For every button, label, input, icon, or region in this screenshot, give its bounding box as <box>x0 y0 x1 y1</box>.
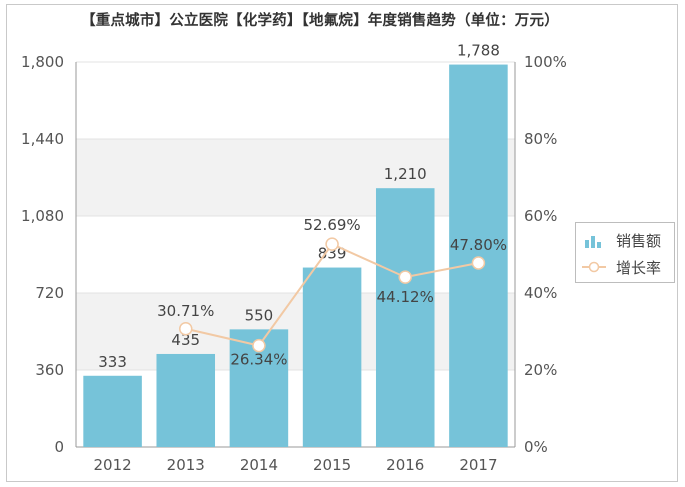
chart-title: 【重点城市】公立医院【化学药】【地氟烷】年度销售趋势（单位：万元） <box>81 13 559 29</box>
bar-chart-icon <box>582 231 606 249</box>
bar-value-label: 839 <box>318 245 347 263</box>
legend-item-growth[interactable]: 增长率 <box>582 256 661 278</box>
y-tick-label-left: 1,080 <box>21 207 64 225</box>
growth-point <box>471 256 486 270</box>
bar-value-label: 333 <box>98 353 127 371</box>
plot-band <box>76 139 515 216</box>
bar <box>83 375 142 447</box>
growth-value-label: 26.34% <box>230 351 287 369</box>
growth-point <box>179 322 193 336</box>
bar <box>156 353 216 447</box>
legend-label-growth: 增长率 <box>616 258 662 277</box>
y-tick-label-left: 720 <box>35 284 64 302</box>
y-tick-label-left: 0 <box>54 438 64 456</box>
y-tick-label-right: 40% <box>524 284 557 302</box>
bar-value-label: 435 <box>171 331 200 349</box>
legend-label-sales: 销售额 <box>616 231 662 250</box>
growth-point <box>398 270 412 284</box>
legend: 销售额 增长率 <box>575 222 675 283</box>
x-tick-label: 2014 <box>240 456 278 474</box>
y-tick-label-left: 360 <box>35 361 64 379</box>
line-marker-icon <box>582 258 606 276</box>
growth-value-label: 47.80% <box>450 236 507 254</box>
y-tick-label-right: 20% <box>524 361 557 379</box>
growth-point <box>252 338 266 353</box>
bar <box>302 267 362 447</box>
growth-point <box>325 237 339 251</box>
y-tick-label-right: 0% <box>524 438 548 456</box>
bar-value-label: 1,788 <box>457 42 500 60</box>
y-tick-label-right: 80% <box>524 130 557 148</box>
x-tick-label: 2016 <box>386 456 424 474</box>
legend-item-sales[interactable]: 销售额 <box>582 229 661 251</box>
y-tick-label-left: 1,440 <box>21 130 64 148</box>
growth-value-label: 44.12% <box>377 288 434 306</box>
bar <box>449 64 508 448</box>
bar-value-label: 550 <box>245 306 274 324</box>
x-tick-label: 2013 <box>167 456 205 474</box>
y-tick-label-right: 100% <box>524 53 567 71</box>
bar-value-label: 1,210 <box>384 165 427 183</box>
plot-band <box>76 293 515 370</box>
y-tick-label-left: 1,800 <box>21 53 64 71</box>
x-tick-label: 2012 <box>93 456 131 474</box>
x-tick-label: 2017 <box>459 456 497 474</box>
bar <box>375 188 435 447</box>
y-tick-label-right: 60% <box>524 207 557 225</box>
x-tick-label: 2015 <box>313 456 351 474</box>
growth-value-label: 52.69% <box>303 216 360 234</box>
growth-value-label: 30.71% <box>157 302 214 320</box>
